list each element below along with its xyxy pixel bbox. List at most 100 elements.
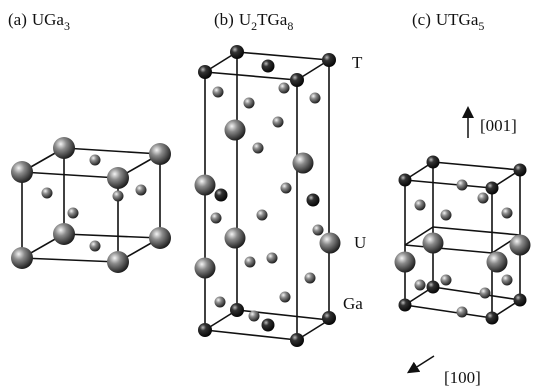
atom	[267, 253, 278, 264]
t-atom	[399, 174, 412, 187]
formula-subscript: 5	[478, 19, 484, 33]
atom-label: U	[354, 233, 366, 252]
atom	[313, 225, 324, 236]
edge	[433, 162, 520, 170]
atom	[113, 191, 124, 202]
edge	[22, 258, 118, 262]
panel-title: (a)UGa3​	[8, 10, 70, 33]
atom	[225, 228, 246, 249]
atoms	[11, 45, 531, 347]
t-atom	[290, 333, 304, 347]
atom	[441, 275, 452, 286]
atom	[257, 210, 268, 221]
t-atom	[399, 299, 412, 312]
atom	[68, 208, 79, 219]
atom	[305, 273, 316, 284]
atom	[280, 292, 291, 303]
unit-cell-edges	[22, 52, 520, 340]
atom	[279, 83, 290, 94]
panel-label: (b)	[214, 10, 234, 29]
atom	[107, 167, 129, 189]
formula-subscript: 8	[287, 19, 293, 33]
atom	[415, 280, 426, 291]
t-atom	[307, 194, 320, 207]
edge	[433, 287, 520, 300]
atom	[478, 193, 489, 204]
atom	[502, 208, 513, 219]
atom	[11, 161, 33, 183]
atom	[136, 185, 147, 196]
t-atom	[486, 182, 499, 195]
figure: [001] [100] T U Ga (a)UGa3​(b)U2​TGa8​(c…	[0, 0, 538, 392]
atom	[11, 247, 33, 269]
formula-text: TGa	[257, 10, 288, 29]
atom	[244, 98, 255, 109]
edge	[433, 227, 520, 235]
atom	[487, 252, 508, 273]
edge	[237, 52, 329, 60]
t-atom	[215, 189, 228, 202]
atom	[441, 210, 452, 221]
atom	[273, 117, 284, 128]
t-atom	[230, 45, 244, 59]
atom	[215, 297, 226, 308]
edge	[64, 234, 160, 238]
atom-label: T	[352, 53, 363, 72]
atom	[211, 213, 222, 224]
formula-subscript: 3	[64, 19, 70, 33]
atom	[249, 311, 260, 322]
atom	[415, 200, 426, 211]
t-atom	[514, 164, 527, 177]
t-atom	[262, 60, 275, 73]
direction-label: [001]	[480, 116, 517, 135]
atom	[53, 223, 75, 245]
atom	[149, 227, 171, 249]
atom	[149, 143, 171, 165]
atom	[107, 251, 129, 273]
panel-label: (a)	[8, 10, 27, 29]
edge	[405, 180, 492, 188]
panel-title: (b)U2​TGa8​	[214, 10, 293, 33]
atom	[90, 241, 101, 252]
t-atom	[230, 303, 244, 317]
t-atom	[198, 323, 212, 337]
atom	[253, 143, 264, 154]
formula-text: UGa	[32, 10, 65, 29]
t-atom	[290, 73, 304, 87]
atom	[320, 233, 341, 254]
atom	[457, 180, 468, 191]
t-atom	[427, 156, 440, 169]
panel-title: (c)UTGa5​	[412, 10, 484, 33]
atom	[195, 175, 216, 196]
atom	[53, 137, 75, 159]
atom	[502, 275, 513, 286]
t-atom	[198, 65, 212, 79]
t-atom	[514, 294, 527, 307]
atom	[225, 120, 246, 141]
atom	[510, 235, 531, 256]
atom	[310, 93, 321, 104]
edge	[405, 245, 492, 253]
t-atom	[322, 311, 336, 325]
atom	[457, 307, 468, 318]
direction-label: [100]	[444, 368, 481, 387]
edge	[405, 305, 492, 318]
atom	[195, 258, 216, 279]
t-atom	[262, 319, 275, 332]
edge	[205, 72, 297, 80]
t-atom	[322, 53, 336, 67]
atom	[90, 155, 101, 166]
t-atom	[486, 312, 499, 325]
atom-label: Ga	[343, 294, 363, 313]
t-atom	[427, 281, 440, 294]
arrow-100	[412, 356, 434, 370]
atom	[293, 153, 314, 174]
atom	[395, 252, 416, 273]
edge	[64, 148, 160, 154]
page: {"panels": [ {"label": "(a)", "formula":…	[0, 0, 538, 392]
panel-label: (c)	[412, 10, 431, 29]
edge	[22, 172, 118, 178]
formula-text: U	[239, 10, 251, 29]
atom	[423, 233, 444, 254]
atom	[42, 188, 53, 199]
